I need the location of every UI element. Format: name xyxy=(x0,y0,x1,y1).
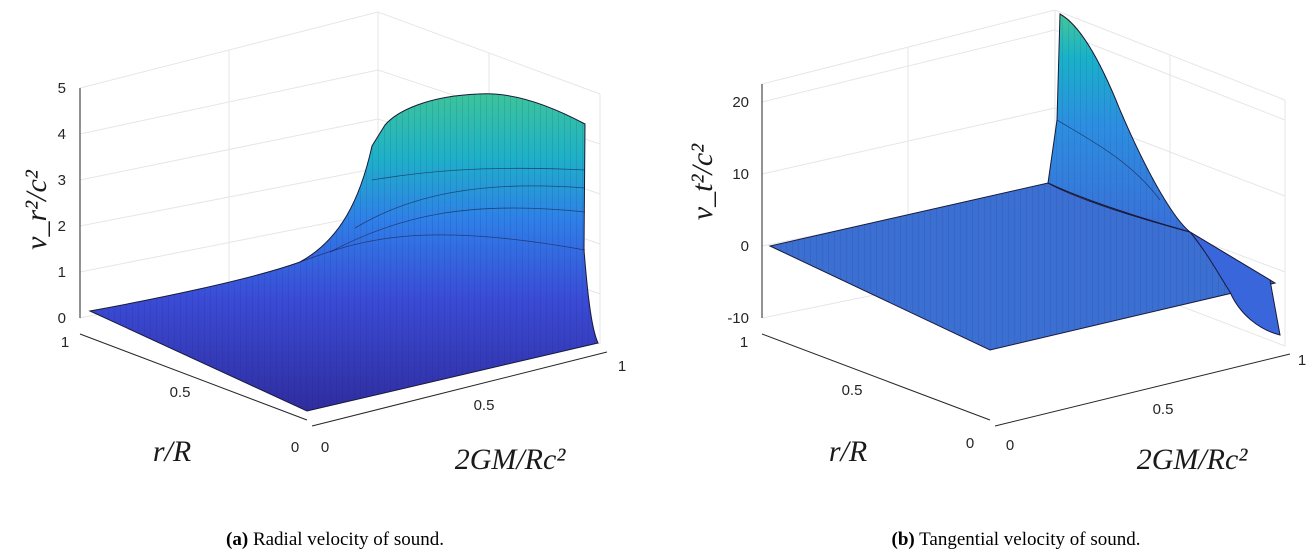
x-tick-label: 0 xyxy=(321,439,329,456)
z-tick-label: 20 xyxy=(732,94,749,111)
panel-b-y-axis-line xyxy=(761,333,991,421)
x-tick-label: 0 xyxy=(1006,437,1014,454)
y-tick-label: 1 xyxy=(61,334,69,351)
panel-a-caption: (a) Radial velocity of sound. xyxy=(226,529,444,550)
x-tick-label: 0.5 xyxy=(1153,401,1174,418)
panel-b-caption-label: (b) xyxy=(892,529,915,550)
z-tick-label: 0 xyxy=(58,310,66,327)
panel-b-caption-text: Tangential velocity of sound. xyxy=(915,529,1141,550)
y-tick-label: 1 xyxy=(740,334,748,351)
z-tick-label: 10 xyxy=(732,166,749,183)
panel-b-x-axis-line xyxy=(994,353,1291,427)
panel-b-y-ticks: 0 0.5 1 xyxy=(740,334,974,452)
z-tick-label: 0 xyxy=(741,238,749,255)
panel-b-z-ticks: -10 0 10 20 xyxy=(727,94,749,327)
x-tick-label: 1 xyxy=(1298,352,1306,369)
panel-b-y-axis-label: r/R xyxy=(829,435,867,468)
panel-b-x-axis-label: 2GM/Rc² xyxy=(1137,443,1249,476)
z-tick-label: 3 xyxy=(58,172,66,189)
panel-b-surface xyxy=(768,13,1281,351)
panel-b-x-ticks: 0 0.5 1 xyxy=(1006,352,1306,454)
panel-b-z-axis-label: v_t²/c² xyxy=(686,143,719,220)
panel-a-z-axis-label: v_r²/c² xyxy=(20,169,53,250)
panel-a-x-axis-label: 2GM/Rc² xyxy=(455,443,567,476)
panel-a-y-axis-line xyxy=(79,333,308,421)
panel-a-x-ticks: 0 0.5 1 xyxy=(321,358,626,456)
z-tick-label: 5 xyxy=(58,80,66,97)
panel-a-y-ticks: 0 0.5 1 xyxy=(61,334,299,456)
panel-a-x-axis-line xyxy=(311,351,608,427)
y-tick-label: 0 xyxy=(291,439,299,456)
z-tick-label: 2 xyxy=(58,218,66,235)
y-tick-label: 0.5 xyxy=(842,382,863,399)
panel-b: -10 0 10 20 0 0.5 1 0 0.5 1 v_t²/c² r/R … xyxy=(686,9,1306,550)
panel-a-caption-label: (a) xyxy=(226,529,248,550)
x-tick-label: 1 xyxy=(618,358,626,375)
y-tick-label: 0 xyxy=(966,435,974,452)
z-tick-label: 1 xyxy=(58,264,66,281)
x-tick-label: 0.5 xyxy=(474,397,495,414)
panel-a-z-ticks: 0 1 2 3 4 5 xyxy=(58,80,66,327)
z-tick-label: 4 xyxy=(58,126,66,143)
z-tick-label: -10 xyxy=(727,310,749,327)
panel-a-surface xyxy=(88,93,599,412)
panel-a: 0 1 2 3 4 5 0 0.5 1 0 0.5 1 v_r²/c² r/R … xyxy=(20,11,626,550)
panel-a-caption-text: Radial velocity of sound. xyxy=(248,529,444,550)
panel-a-y-axis-label: r/R xyxy=(153,435,191,468)
panel-b-caption: (b) Tangential velocity of sound. xyxy=(892,529,1141,550)
y-tick-label: 0.5 xyxy=(170,384,191,401)
